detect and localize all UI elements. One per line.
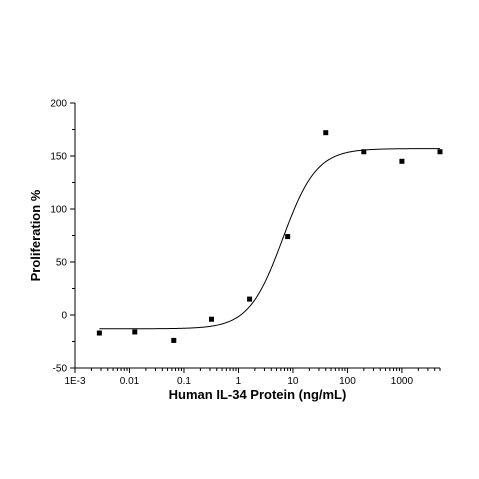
data-point xyxy=(399,158,405,164)
y-tick-label: 150 xyxy=(50,152,67,163)
data-point xyxy=(285,234,291,240)
data-point xyxy=(323,130,329,136)
data-points xyxy=(96,130,443,343)
x-ticks: 1E-3 0.01 0.1 1 10 100 1000 xyxy=(64,368,441,387)
y-tick-label: 100 xyxy=(50,205,67,216)
y-tick-label: 200 xyxy=(50,99,67,110)
y-tick-label: 0 xyxy=(61,311,67,322)
data-point xyxy=(208,316,214,322)
x-tick-label: 1E-3 xyxy=(64,376,86,387)
data-point xyxy=(132,329,138,335)
y-tick-label: 50 xyxy=(56,258,68,269)
y-axis-title: Proliferation % xyxy=(28,189,43,281)
data-point xyxy=(247,296,253,302)
x-tick-label: 0.1 xyxy=(177,376,191,387)
axes xyxy=(74,103,440,369)
x-tick-label: 1 xyxy=(236,376,242,387)
x-tick-label: 1000 xyxy=(391,376,414,387)
fit-curve xyxy=(99,148,440,330)
data-point xyxy=(361,149,367,155)
x-tick-label: 100 xyxy=(339,376,356,387)
data-point xyxy=(96,330,102,336)
x-tick-label: 0.01 xyxy=(120,376,140,387)
x-axis-title: Human IL-34 Protein (ng/mL) xyxy=(169,387,347,402)
data-point xyxy=(171,337,177,343)
y-ticks: -50 0 50 100 150 200 xyxy=(50,99,75,375)
data-point xyxy=(437,149,443,155)
y-tick-label: -50 xyxy=(53,364,68,375)
x-tick-label: 10 xyxy=(287,376,299,387)
